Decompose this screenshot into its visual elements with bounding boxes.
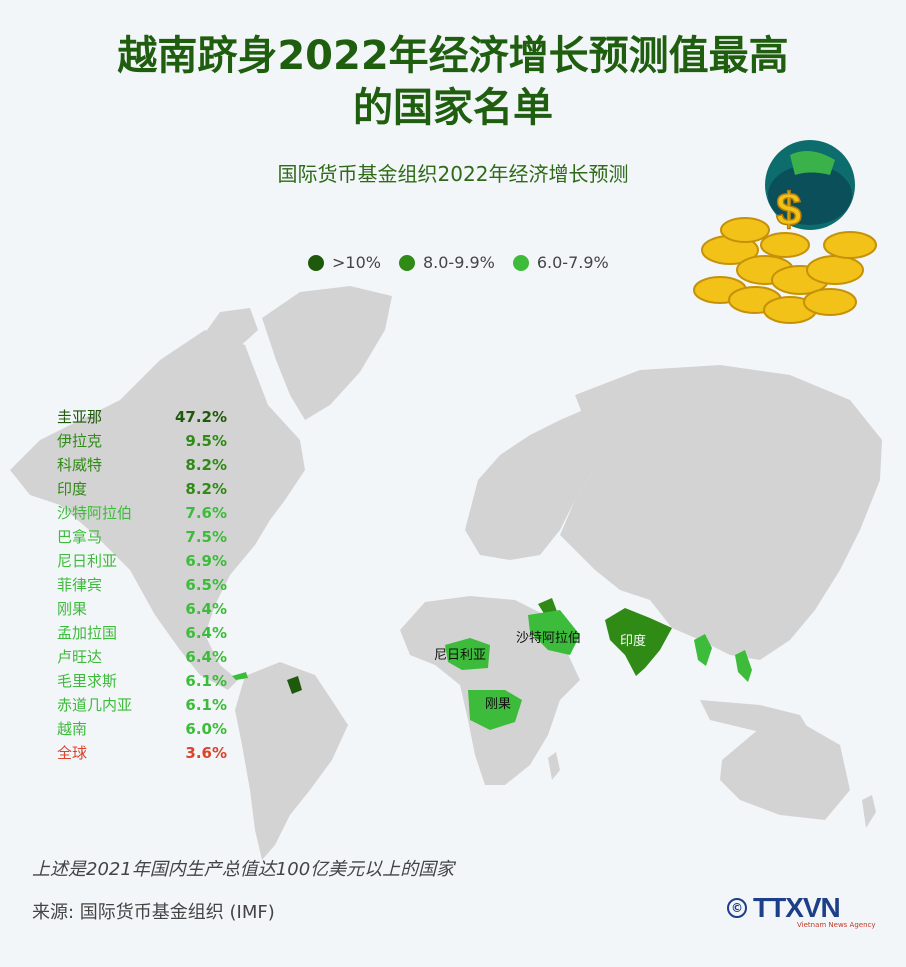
ranking-country: 科威特 <box>57 456 103 474</box>
globe-continent <box>790 151 835 175</box>
ranking-country: 尼日利亚 <box>57 552 118 570</box>
ranking-value: 6.4% <box>185 624 227 642</box>
subtitle: 国际货币基金组织2022年经济增长预测 <box>277 162 629 186</box>
logo-name: TTXVN <box>753 892 841 923</box>
ranking-row: 赤道几内亚 6.1% <box>57 693 227 717</box>
globe-interior <box>768 165 852 225</box>
ranking-row: 卢旺达 6.4% <box>57 645 227 669</box>
legend-label-high: >10% <box>332 253 381 272</box>
coins-globe-illustration: $ <box>693 140 877 324</box>
ranking-row: 印度 8.2% <box>57 477 227 501</box>
ranking-row: 科威特 8.2% <box>57 453 227 477</box>
logo-tagline: Vietnam News Agency <box>797 921 876 929</box>
ranking-country: 沙特阿拉伯 <box>57 504 133 522</box>
ranking-country: 孟加拉国 <box>57 624 118 642</box>
coin-pile <box>693 217 877 324</box>
legend-dot-low <box>512 254 529 271</box>
ranking-row: 圭亚那 47.2% <box>57 405 227 429</box>
ranking-list: 圭亚那 47.2% 伊拉克 9.5% 科威特 8.2% 印度 8.2% 沙特阿拉伯 7.6% 巴拿马… <box>57 405 227 765</box>
legend-dot-high <box>308 254 324 271</box>
source-note: 来源: 国际货币基金组织 (IMF) <box>32 902 275 923</box>
ranking-value: 6.5% <box>185 576 227 594</box>
ranking-country: 印度 <box>57 480 88 498</box>
vietnam-region <box>694 634 712 666</box>
ranking-country: 赤道几内亚 <box>57 696 133 714</box>
ranking-row: 巴拿马 7.5% <box>57 525 227 549</box>
land-masses <box>10 286 882 860</box>
agency-logo: © TTXVN Vietnam News Agency <box>727 892 876 929</box>
ranking-value: 6.1% <box>185 696 227 714</box>
title-line-2: 的国家名单 <box>353 85 553 131</box>
arctic-islands <box>200 308 258 350</box>
ranking-value: 3.6% <box>185 744 227 762</box>
ranking-value: 6.9% <box>185 552 227 570</box>
ranking-country: 卢旺达 <box>57 648 103 666</box>
ranking-value: 8.2% <box>185 480 227 498</box>
legend-item-mid: 8.0-9.9% <box>398 253 495 272</box>
panama-region <box>232 672 248 680</box>
philippines-region <box>735 650 752 682</box>
legend-dot-mid <box>398 254 415 271</box>
asia <box>560 365 882 660</box>
footnote: 上述是2021年国内生产总值达100亿美元以上的国家 <box>32 859 455 880</box>
saudi-region <box>528 610 580 655</box>
madagascar <box>548 752 560 780</box>
legend-item-low: 6.0-7.9% <box>512 253 609 272</box>
ranking-value: 6.1% <box>185 672 227 690</box>
greenland <box>262 286 392 420</box>
legend-item-high: >10% <box>308 253 381 272</box>
ranking-value: 7.5% <box>185 528 227 546</box>
ranking-value: 6.4% <box>185 648 227 666</box>
ranking-country: 巴拿马 <box>57 528 103 546</box>
title-line-1: 越南跻身2022年经济增长预测值最高 <box>117 33 789 79</box>
legend: >10% 8.0-9.9% 6.0-7.9% <box>308 253 609 272</box>
ranking-row: 沙特阿拉伯 7.6% <box>57 501 227 525</box>
japan <box>800 488 822 545</box>
guyana-region <box>287 676 302 694</box>
ranking-value: 8.2% <box>185 456 227 474</box>
north-america <box>10 330 305 690</box>
ranking-value: 7.6% <box>185 504 227 522</box>
ranking-value: 47.2% <box>174 408 227 426</box>
map-label-congo: 刚果 <box>485 697 512 712</box>
ranking-country: 圭亚那 <box>57 408 103 426</box>
ranking-country: 伊拉克 <box>57 432 103 450</box>
dollar-icon: $ <box>776 183 802 235</box>
nigeria-region <box>445 638 490 670</box>
ranking-country: 全球 <box>57 744 88 762</box>
ranking-row: 刚果 6.4% <box>57 597 227 621</box>
australia <box>720 722 850 820</box>
europe <box>465 405 620 560</box>
ranking-row: 全球 3.6% <box>57 741 227 765</box>
ranking-row: 毛里求斯 6.1% <box>57 669 227 693</box>
ranking-row: 孟加拉国 6.4% <box>57 621 227 645</box>
legend-label-mid: 8.0-9.9% <box>422 253 495 272</box>
ranking-value: 6.0% <box>185 720 227 738</box>
ranking-value: 9.5% <box>185 432 227 450</box>
legend-label-low: 6.0-7.9% <box>536 253 609 272</box>
ranking-row: 菲律宾 6.5% <box>57 573 227 597</box>
south-america <box>235 662 348 860</box>
map-label-saudi: 沙特阿拉伯 <box>516 631 582 646</box>
congo-region <box>468 690 522 730</box>
map-label-india: 印度 <box>620 634 647 649</box>
copyright-icon: © <box>727 898 747 918</box>
ranking-row: 尼日利亚 6.9% <box>57 549 227 573</box>
india-region <box>605 608 672 676</box>
ranking-country: 毛里求斯 <box>57 672 118 690</box>
page-title: 越南跻身2022年经济增长预测值最高 的国家名单 <box>0 30 906 134</box>
ranking-country: 越南 <box>57 720 88 738</box>
ranking-row: 伊拉克 9.5% <box>57 429 227 453</box>
ranking-value: 6.4% <box>185 600 227 618</box>
map-label-nigeria: 尼日利亚 <box>434 648 487 663</box>
ranking-country: 菲律宾 <box>57 576 103 594</box>
ranking-row: 越南 6.0% <box>57 717 227 741</box>
new-zealand <box>862 795 876 828</box>
ranking-country: 刚果 <box>57 600 88 618</box>
